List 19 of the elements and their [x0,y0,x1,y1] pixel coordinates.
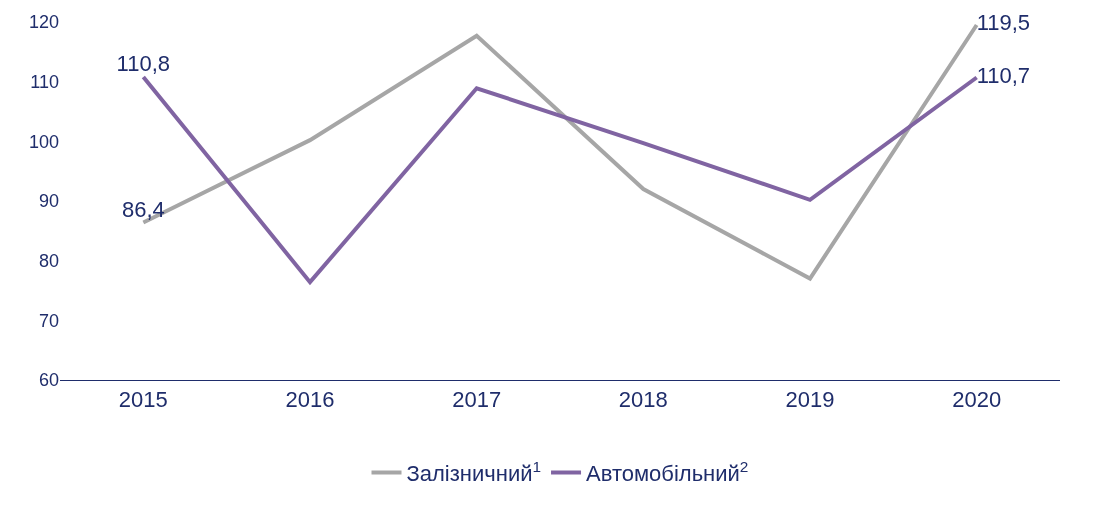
x-tick-label: 2019 [785,387,835,413]
data-label: 110,7 [976,62,1031,88]
y-tick-label: 100 [28,131,59,152]
x-tick-label: 2018 [618,387,668,413]
data-label: 119,5 [976,10,1031,36]
x-tick-label: 2015 [118,387,168,413]
y-tick-label: 60 [38,370,59,391]
y-tick-label: 120 [28,12,59,33]
y-tick-label: 110 [30,71,59,92]
y-tick-label: 90 [38,191,59,212]
legend-label: Автомобільний$^{2}$ [586,457,749,486]
x-tick-label: 2016 [285,387,335,413]
legend-label: Залізничний$^{1}$ [406,457,542,486]
data-label: 110,8 [116,51,171,77]
y-tick-label: 70 [38,310,59,331]
x-tick-label: 2020 [952,387,1002,413]
x-tick-label: 2017 [452,387,502,413]
y-tick-label: 80 [38,250,59,271]
data-label: 86,4 [121,196,165,222]
